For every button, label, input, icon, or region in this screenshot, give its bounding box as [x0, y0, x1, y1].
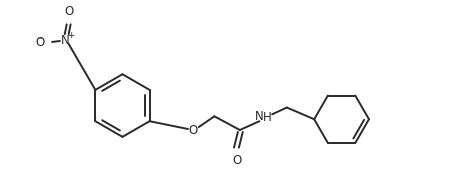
Text: O: O [64, 4, 73, 17]
Text: +: + [67, 31, 75, 40]
Text: ⁻: ⁻ [36, 36, 42, 48]
Text: O: O [35, 36, 44, 49]
Text: O: O [232, 154, 241, 167]
Text: H: H [263, 111, 272, 124]
Text: O: O [188, 124, 198, 137]
Text: N: N [62, 34, 70, 47]
Text: N: N [255, 110, 264, 123]
